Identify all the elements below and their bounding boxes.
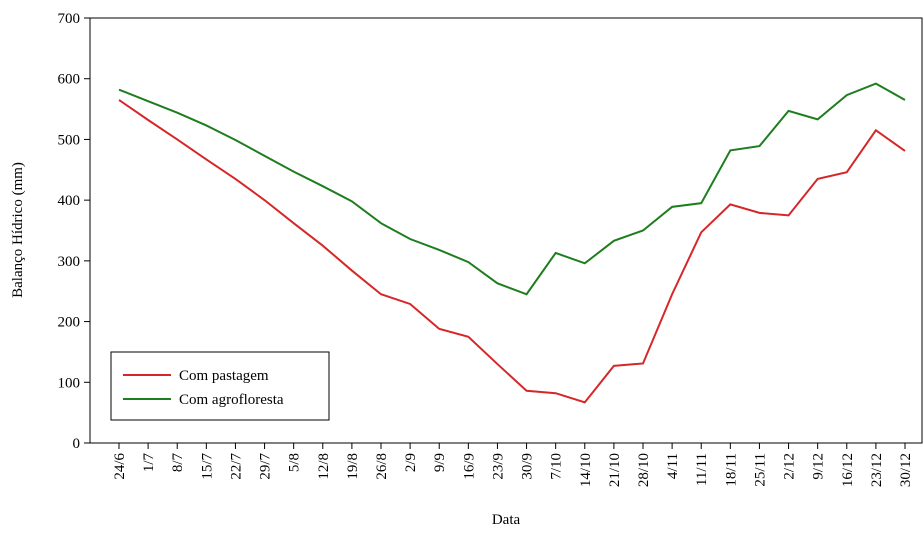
y-tick-label: 500: [58, 132, 81, 148]
x-tick-label: 16/9: [461, 453, 477, 480]
x-tick-label: 9/12: [811, 453, 827, 480]
x-tick-label: 30/12: [898, 453, 914, 487]
x-tick-label: 2/12: [782, 453, 798, 480]
x-tick-label: 7/10: [549, 453, 565, 480]
data-line: [118, 82, 906, 296]
plot-frame: [89, 17, 923, 444]
y-tick-label: 100: [58, 375, 81, 391]
x-tick-label: 12/8: [316, 453, 332, 480]
x-tick-label: 9/9: [432, 453, 448, 472]
y-tick-label: 200: [58, 315, 81, 331]
x-tick-label: 8/7: [170, 453, 186, 473]
x-tick-label: 18/11: [723, 453, 739, 487]
x-tick-label: 14/10: [578, 453, 594, 487]
x-tick-label: 16/12: [840, 453, 856, 487]
x-tick-label: 29/7: [258, 453, 274, 480]
x-tick-label: 5/8: [287, 453, 303, 472]
x-tick-label: 11/11: [694, 453, 710, 486]
y-tick-label: 0: [73, 436, 81, 452]
x-tick-label: 4/11: [665, 453, 681, 479]
y-tick-label: 600: [58, 72, 81, 88]
x-axis-label: Data: [492, 512, 521, 528]
y-axis-label: Balanço Hídrico (mm): [10, 162, 26, 298]
x-tick-label: 23/12: [869, 453, 885, 487]
data-line: [118, 99, 906, 404]
x-tick-label: 22/7: [228, 453, 244, 480]
x-tick-label: 30/9: [520, 453, 536, 480]
y-tick-label: 700: [58, 11, 81, 27]
x-tick-label: 19/8: [345, 453, 361, 480]
x-tick-label: 2/9: [403, 453, 419, 472]
x-tick-label: 21/10: [607, 453, 623, 487]
legend-box: [110, 351, 330, 421]
legend-label: Com pastagem: [179, 368, 269, 384]
x-tick-label: 23/9: [490, 453, 506, 480]
x-tick-label: 15/7: [199, 453, 215, 480]
x-tick-label: 1/7: [141, 453, 157, 473]
y-tick-label: 300: [58, 254, 81, 270]
legend-label: Com agrofloresta: [179, 392, 284, 408]
x-tick-label: 24/6: [112, 453, 128, 480]
y-tick-label: 400: [58, 193, 81, 209]
x-tick-label: 26/8: [374, 453, 390, 480]
x-tick-label: 25/11: [752, 453, 768, 487]
x-tick-label: 28/10: [636, 453, 652, 487]
